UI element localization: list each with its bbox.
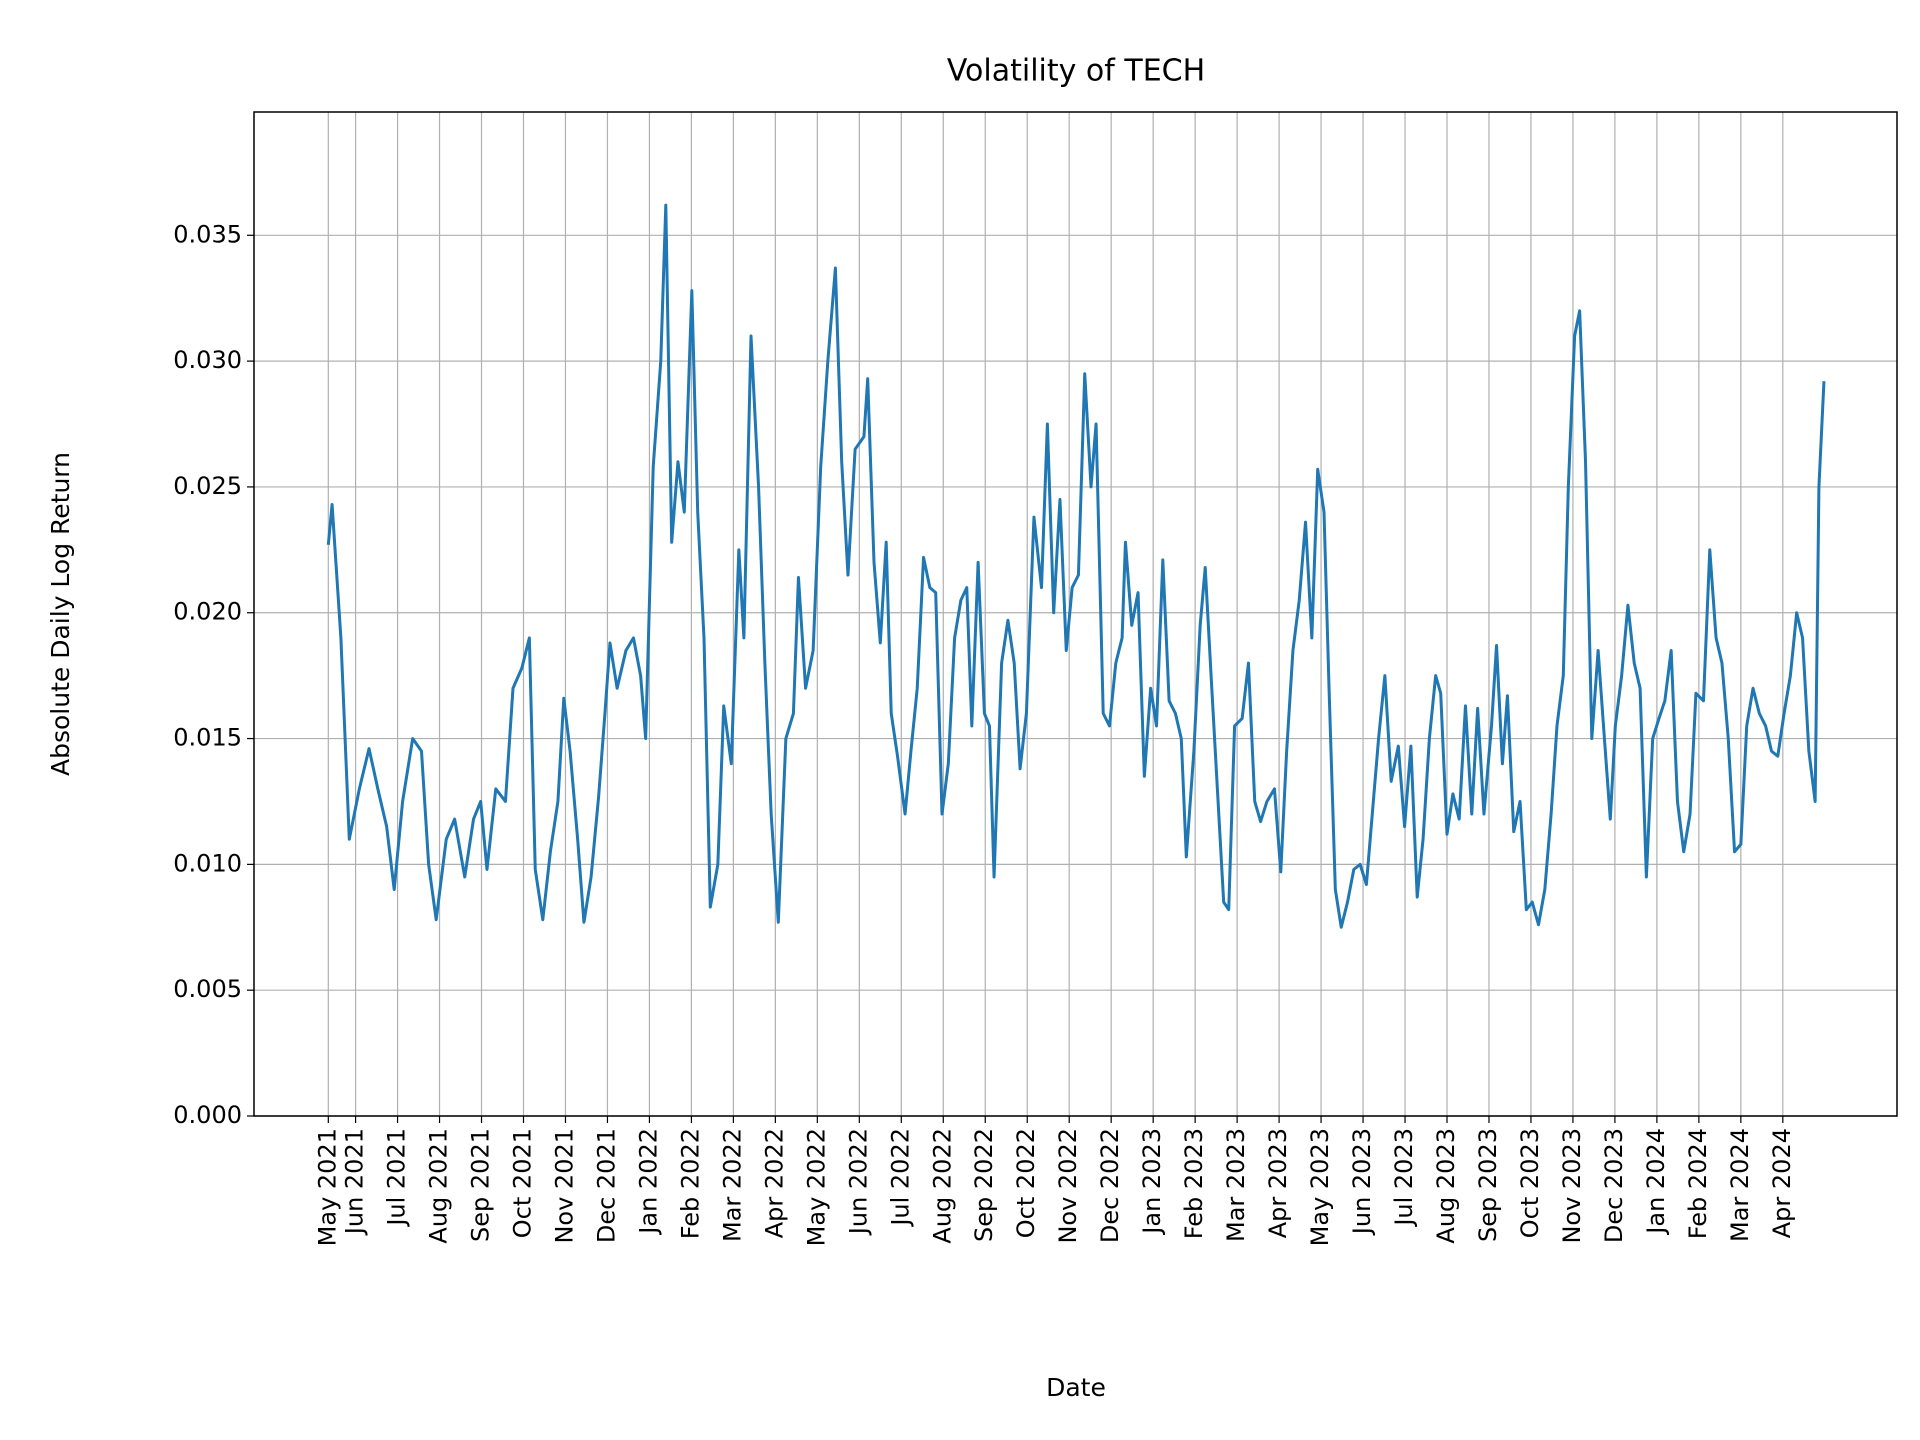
y-tick-label: 0.025: [173, 472, 242, 500]
x-tick-label: Jun 2023: [1348, 1128, 1376, 1236]
x-tick-label: Apr 2024: [1768, 1128, 1796, 1238]
x-tick-label: Oct 2023: [1516, 1128, 1544, 1238]
x-tick-label: Nov 2023: [1558, 1128, 1586, 1244]
x-tick-label: Feb 2022: [676, 1128, 704, 1239]
x-tick-label: Dec 2021: [592, 1128, 620, 1243]
x-tick-label: Jul 2022: [886, 1128, 914, 1228]
plot-frame: [253, 111, 1898, 1117]
data-line: [326, 203, 1826, 929]
chart-title: Volatility of TECH: [947, 54, 1205, 89]
x-tick-label: Mar 2022: [718, 1128, 746, 1242]
x-tick-label: Dec 2023: [1600, 1128, 1628, 1243]
x-tick-label: Sep 2023: [1474, 1128, 1502, 1242]
x-tick-label: Nov 2021: [550, 1128, 578, 1244]
x-tick-label: Jan 2023: [1138, 1128, 1166, 1236]
y-axis-label: Absolute Daily Log Return: [46, 452, 75, 776]
x-tick-label: Aug 2021: [425, 1128, 453, 1244]
y-tick-label: 0.000: [173, 1101, 242, 1129]
y-tick-label: 0.005: [173, 975, 242, 1003]
x-tick-label: Jan 2022: [634, 1128, 662, 1236]
x-tick-label: Sep 2021: [467, 1128, 495, 1242]
x-tick-label: Feb 2023: [1180, 1128, 1208, 1239]
x-axis-label: Date: [1046, 1373, 1106, 1402]
x-tick-label: Mar 2024: [1726, 1128, 1754, 1242]
x-tick-label: Aug 2023: [1432, 1128, 1460, 1244]
x-tick-label: Jul 2021: [383, 1128, 411, 1228]
x-tick-label: Mar 2023: [1222, 1128, 1250, 1242]
x-tick-label: May 2023: [1306, 1128, 1334, 1246]
x-tick-label: Jan 2024: [1642, 1128, 1670, 1236]
x-tick-label: Feb 2024: [1684, 1128, 1712, 1239]
x-tick-label: Dec 2022: [1096, 1128, 1124, 1243]
x-tick-label: May 2022: [802, 1128, 830, 1246]
y-tick-label: 0.010: [173, 849, 242, 877]
x-tick-label: Jun 2021: [341, 1128, 369, 1236]
x-tick-label: Apr 2023: [1264, 1128, 1292, 1238]
y-tick-label: 0.015: [173, 724, 242, 752]
x-tick-label: Jun 2022: [844, 1128, 872, 1236]
x-tick-label: May 2021: [313, 1128, 341, 1246]
y-tick-label: 0.030: [173, 346, 242, 374]
x-tick-label: Nov 2022: [1054, 1128, 1082, 1244]
x-tick-label: Oct 2021: [508, 1128, 536, 1238]
y-tick-label: 0.035: [173, 220, 242, 248]
x-tick-label: Aug 2022: [928, 1128, 956, 1244]
x-tick-label: Sep 2022: [970, 1128, 998, 1242]
x-tick-label: Oct 2022: [1012, 1128, 1040, 1238]
x-tick-label: Apr 2022: [760, 1128, 788, 1238]
x-tick-label: Jul 2023: [1390, 1128, 1418, 1228]
y-tick-label: 0.020: [173, 598, 242, 626]
